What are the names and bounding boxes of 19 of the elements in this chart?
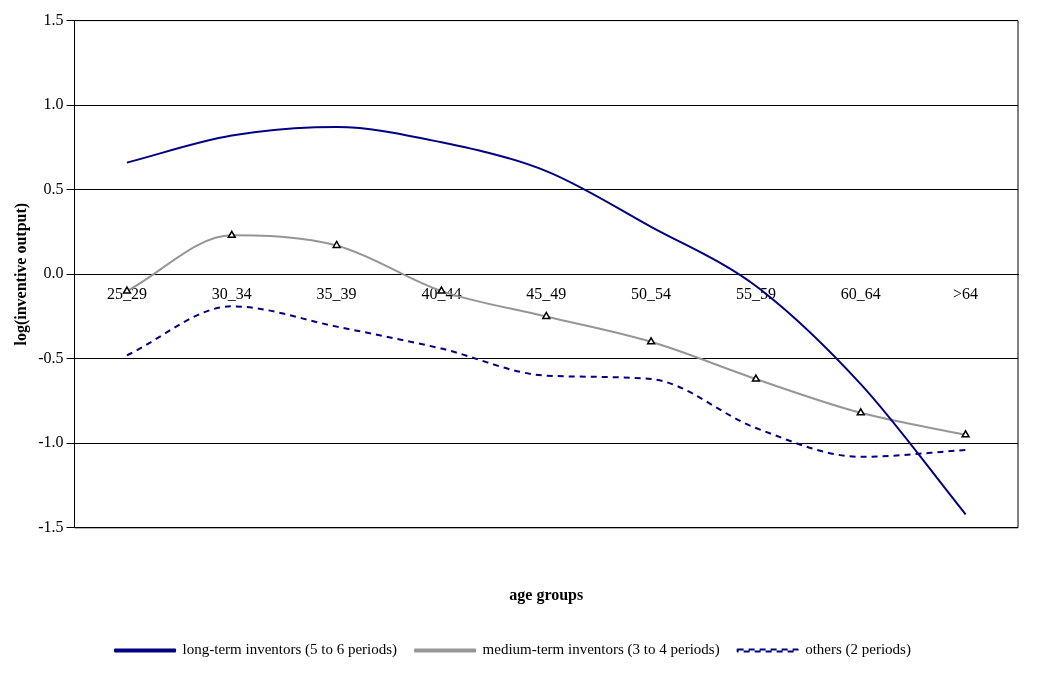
x-tick-label: 25_29 (106, 285, 147, 302)
x-tick-label: 30_34 (211, 285, 252, 302)
y-tick-label: 0.0 (43, 264, 64, 282)
legend-label: medium-term inventors (3 to 4 periods) (482, 641, 720, 659)
legend-label: others (2 periods) (805, 641, 911, 659)
x-tick-label: 50_54 (631, 285, 672, 302)
y-tick-label: -1.0 (38, 433, 64, 451)
y-axis-title: log(inventive output) (11, 202, 30, 346)
y-tick-label: 1.0 (43, 95, 64, 113)
y-tick-label: -0.5 (38, 348, 64, 366)
y-tick-label: -1.5 (38, 518, 64, 535)
x-tick-label: >64 (953, 285, 979, 302)
x-tick-label: 45_49 (526, 285, 567, 302)
x-axis-title: age groups (509, 585, 584, 604)
y-tick-label: 1.5 (43, 10, 64, 28)
x-tick-label: 60_64 (840, 285, 881, 302)
y-tick-label: 0.5 (43, 179, 64, 197)
legend-label: long-term inventors (5 to 6 periods) (182, 641, 398, 659)
x-tick-label: 35_39 (316, 285, 357, 302)
